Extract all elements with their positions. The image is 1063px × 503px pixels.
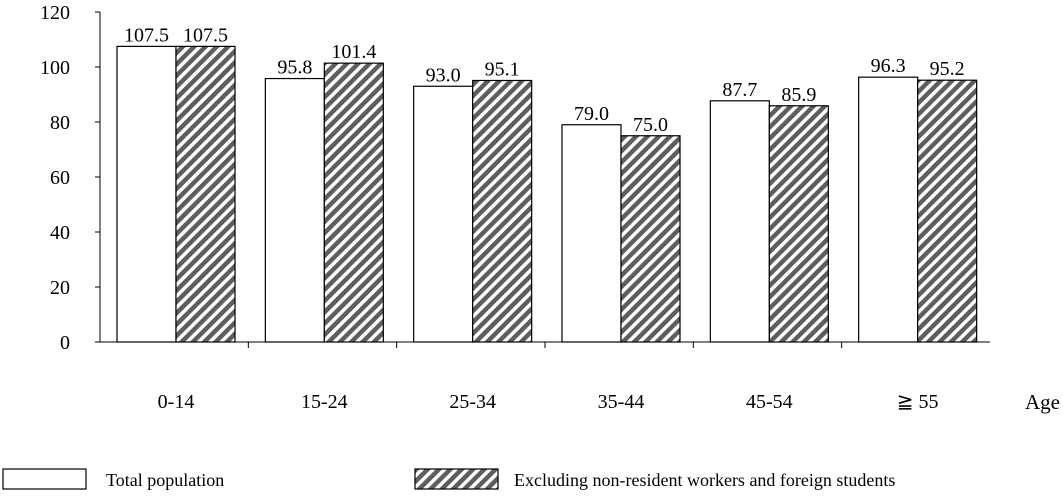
data-label: 107.5 bbox=[124, 24, 169, 46]
y-tick-label: 0 bbox=[60, 332, 70, 354]
x-category-label: 35-44 bbox=[598, 391, 645, 413]
bar-≧ 55-series-2 bbox=[917, 79, 978, 343]
y-tick-label: 100 bbox=[40, 57, 70, 79]
data-label: 96.3 bbox=[871, 55, 906, 77]
x-category-label: 0-14 bbox=[158, 391, 195, 413]
legend-label-series-2: Excluding non-resident workers and forei… bbox=[514, 470, 895, 490]
legend: Total population Excluding non-resident w… bbox=[2, 468, 895, 490]
x-axis: 0-14 15-24 25-34 35-44 45-54 ≧ 55 Age bbox=[100, 341, 1060, 414]
bar-35-44-series-2 bbox=[620, 135, 681, 343]
bar-≧ 55-series-1 bbox=[858, 76, 919, 343]
y-tick-label: 20 bbox=[50, 277, 70, 299]
data-label: 95.1 bbox=[485, 58, 520, 80]
x-category-label: ≧ 55 bbox=[897, 391, 939, 413]
bar-35-44-series-1 bbox=[561, 124, 622, 343]
y-tick-label: 60 bbox=[50, 167, 70, 189]
x-category-label: 45-54 bbox=[746, 391, 793, 413]
x-category-label: 25-34 bbox=[449, 391, 496, 413]
data-label: 93.0 bbox=[426, 64, 461, 86]
legend-swatch-series-2 bbox=[414, 468, 499, 490]
data-label: 107.5 bbox=[183, 24, 228, 46]
bar-25-34-series-1 bbox=[413, 85, 474, 343]
data-label: 75.0 bbox=[633, 114, 668, 136]
y-tick-label: 80 bbox=[50, 112, 70, 134]
bar-0-14-series-1 bbox=[116, 45, 177, 343]
bar-15-24-series-2 bbox=[323, 62, 384, 343]
bar-0-14-series-2 bbox=[175, 45, 236, 343]
data-label: 79.0 bbox=[574, 103, 609, 125]
bar-15-24-series-1 bbox=[264, 77, 325, 343]
data-label: 87.7 bbox=[722, 79, 757, 101]
legend-label-series-1: Total population bbox=[106, 470, 224, 490]
bar-45-54-series-2 bbox=[768, 105, 829, 343]
bar-45-54-series-1 bbox=[709, 100, 770, 343]
data-label: 95.2 bbox=[930, 58, 965, 80]
y-tick-label: 40 bbox=[50, 222, 70, 244]
data-label: 95.8 bbox=[277, 57, 312, 79]
y-tick-label: 120 bbox=[40, 2, 70, 24]
legend-swatch-series-1 bbox=[2, 468, 87, 490]
x-category-label: 15-24 bbox=[301, 391, 348, 413]
x-axis-title: Age bbox=[1025, 390, 1060, 414]
data-label: 85.9 bbox=[781, 84, 816, 106]
bar-25-34-series-2 bbox=[472, 79, 533, 343]
y-axis: 0 20 40 60 80 100 120 bbox=[40, 2, 101, 354]
data-label: 101.4 bbox=[331, 41, 376, 63]
bars: 107.5 107.5 95.8 101.4 93.0 95.1 79.0 75.0 87.7 8… bbox=[116, 24, 978, 343]
